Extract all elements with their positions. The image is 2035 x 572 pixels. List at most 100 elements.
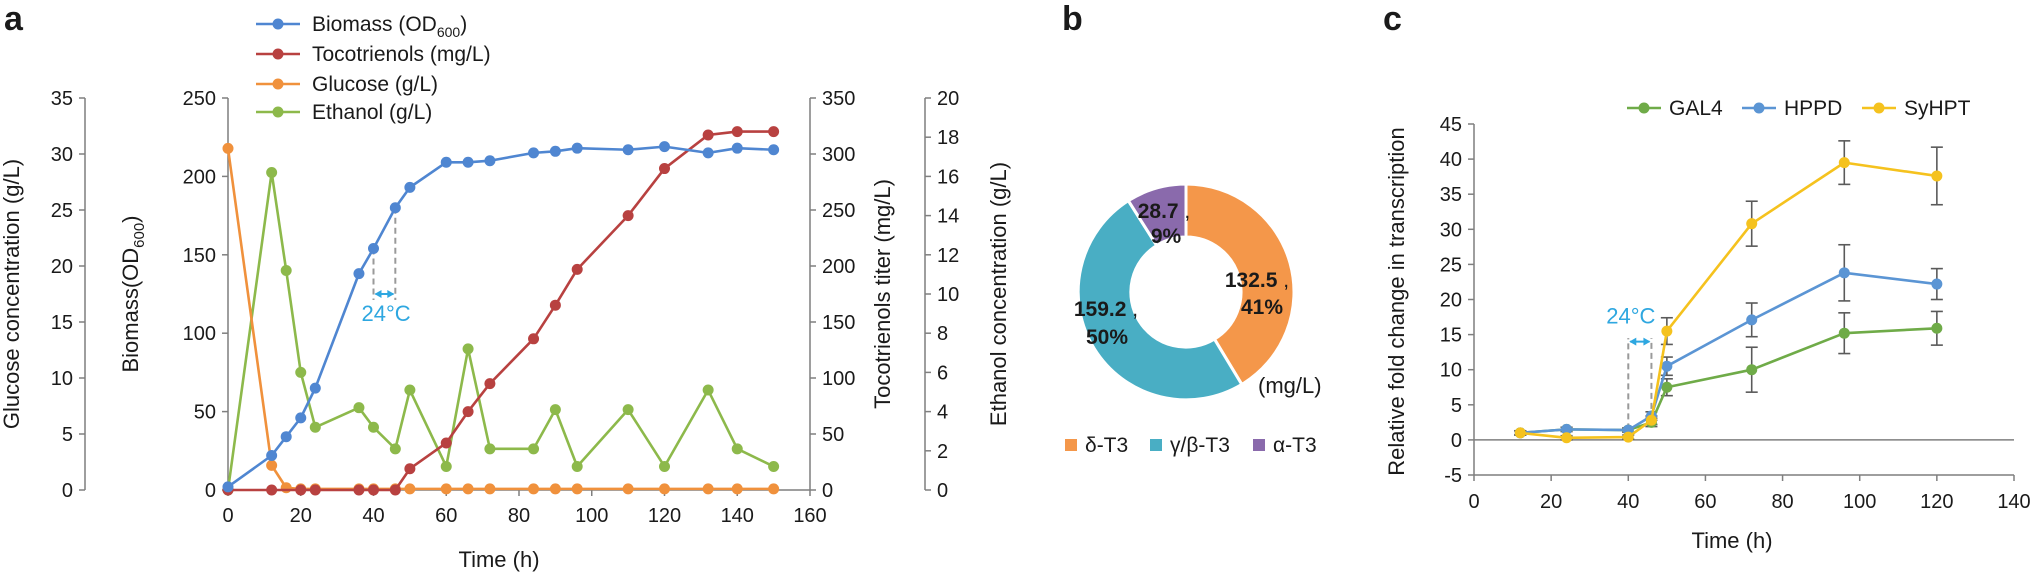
c-x-tick-label: 80 (1771, 491, 1793, 513)
annotation-arrowheads (374, 290, 395, 298)
point-biomass (389, 202, 401, 214)
point-hppd (1838, 267, 1850, 279)
glucose-tick-label: 10 (51, 368, 73, 390)
biomass-tick-label: 50 (194, 402, 216, 424)
donut-slice (1126, 182, 1188, 248)
point-toco (295, 484, 307, 496)
x-tick-label: 160 (793, 505, 826, 527)
x-tick-label: 140 (721, 505, 754, 527)
donut-slices (1076, 182, 1296, 402)
x-tick-label: 60 (435, 505, 457, 527)
point-ethanol (368, 421, 379, 433)
point-ethanol (295, 366, 307, 378)
point-toco (622, 210, 634, 222)
c-x-tick-label: 60 (1694, 491, 1716, 513)
point-ethanol (389, 443, 401, 455)
panel-c-annotation: 24°C (1606, 303, 1656, 430)
slice-alpha-percent: 9% (1151, 225, 1182, 248)
point-ethanol (404, 384, 416, 396)
legend-marker-hppd (1753, 102, 1765, 114)
series-line-hppd (1520, 271, 1938, 435)
point-ethanol (528, 443, 540, 455)
panel-a-24c-label: 24°C (362, 301, 411, 326)
point-syhpt (1931, 170, 1943, 182)
series-line-biomass (227, 145, 774, 488)
point-ethanol (462, 343, 474, 355)
point-gal4 (1661, 381, 1673, 393)
point-biomass (295, 412, 307, 424)
x-tick-label: 0 (222, 505, 233, 527)
point-biomass (768, 144, 780, 156)
point-ethanol (440, 460, 452, 472)
slice-delta-percent: 41% (1241, 296, 1283, 319)
point-ethanol (309, 421, 321, 433)
panel-a-annotation: 24°C (362, 207, 411, 326)
point-glucose (768, 483, 780, 495)
series-line-syhpt (1520, 161, 1938, 440)
point-glucose (222, 142, 234, 154)
slice-alpha-value: 28.7 , (1138, 200, 1191, 223)
point-syhpt (1661, 325, 1673, 337)
c-x-tick-label: 140 (1997, 491, 2030, 513)
legend-ethanol-label: Ethanol (g/L) (312, 101, 432, 124)
ethanol-tick-label: 12 (937, 245, 959, 267)
legend-marker-syhpt (1873, 102, 1885, 114)
point-gal4 (1931, 322, 1943, 334)
toco-tick-label: 150 (822, 312, 855, 334)
toco-tick-label: 250 (822, 200, 855, 222)
point-toco (368, 484, 379, 496)
c-y-tick-label: 20 (1440, 290, 1462, 312)
point-syhpt (1514, 427, 1526, 439)
point-toco (353, 484, 365, 496)
legend-gal4-label: GAL4 (1669, 97, 1723, 120)
point-ethanol (571, 460, 583, 472)
point-gal4 (1838, 327, 1850, 339)
c-y-tick-label: 25 (1440, 254, 1462, 276)
point-ethanol (768, 460, 780, 472)
ethanol-tick-label: 16 (937, 166, 959, 188)
point-syhpt (1645, 414, 1657, 426)
c-annotation-arrowheads (1629, 337, 1651, 346)
legend-biomass-label: Biomass (OD600) (312, 13, 467, 40)
c-y-tick-label: 40 (1440, 149, 1462, 171)
point-biomass (528, 147, 540, 159)
point-toco (440, 437, 452, 449)
ethanol-tick-label: 6 (937, 362, 948, 384)
legend-gamma-label: γ/β-T3 (1170, 434, 1230, 457)
point-biomass (571, 142, 583, 154)
x-tick-label: 20 (290, 505, 312, 527)
point-hppd (1931, 278, 1943, 290)
panel-c-xlabel: Time (h) (1691, 528, 1772, 553)
c-y-tick-label: 5 (1451, 395, 1462, 417)
point-toco (659, 163, 670, 175)
biomass-tick-label: 200 (183, 166, 216, 188)
point-biomass (266, 450, 278, 462)
panel-c-chart: -5 0 5 10 15 20 25 30 35 40 45 0 20 40 60 80 100 120 140 2… (1384, 97, 2031, 553)
c-y-tick-label: 10 (1440, 360, 1462, 382)
point-biomass (309, 382, 321, 394)
point-glucose (731, 483, 743, 495)
legend-glucose-label: Glucose (g/L) (312, 73, 438, 96)
point-ethanol (484, 443, 496, 455)
point-glucose (440, 483, 452, 495)
glucose-tick-label: 30 (51, 144, 73, 166)
biomass-tick-label: 100 (183, 323, 216, 345)
point-ethanol (659, 460, 670, 472)
c-y-tick-label: -5 (1444, 465, 1462, 487)
point-ethanol (353, 402, 365, 414)
point-toco (731, 126, 743, 138)
c-x-tick-label: 100 (1843, 491, 1876, 513)
point-syhpt (1622, 431, 1634, 443)
ethanol-tick-label: 2 (937, 441, 948, 463)
c-x-tick-label: 40 (1617, 491, 1639, 513)
c-x-tick-label: 20 (1540, 491, 1562, 513)
biomass-tick-label: 0 (205, 480, 216, 502)
legend-marker-glucose (272, 78, 284, 90)
point-syhpt (1746, 218, 1758, 230)
point-glucose (266, 459, 278, 471)
point-toco (571, 263, 583, 275)
point-biomass (404, 181, 416, 193)
point-glucose (280, 482, 292, 494)
slice-gamma-percent: 50% (1086, 326, 1128, 349)
point-biomass (549, 145, 561, 157)
